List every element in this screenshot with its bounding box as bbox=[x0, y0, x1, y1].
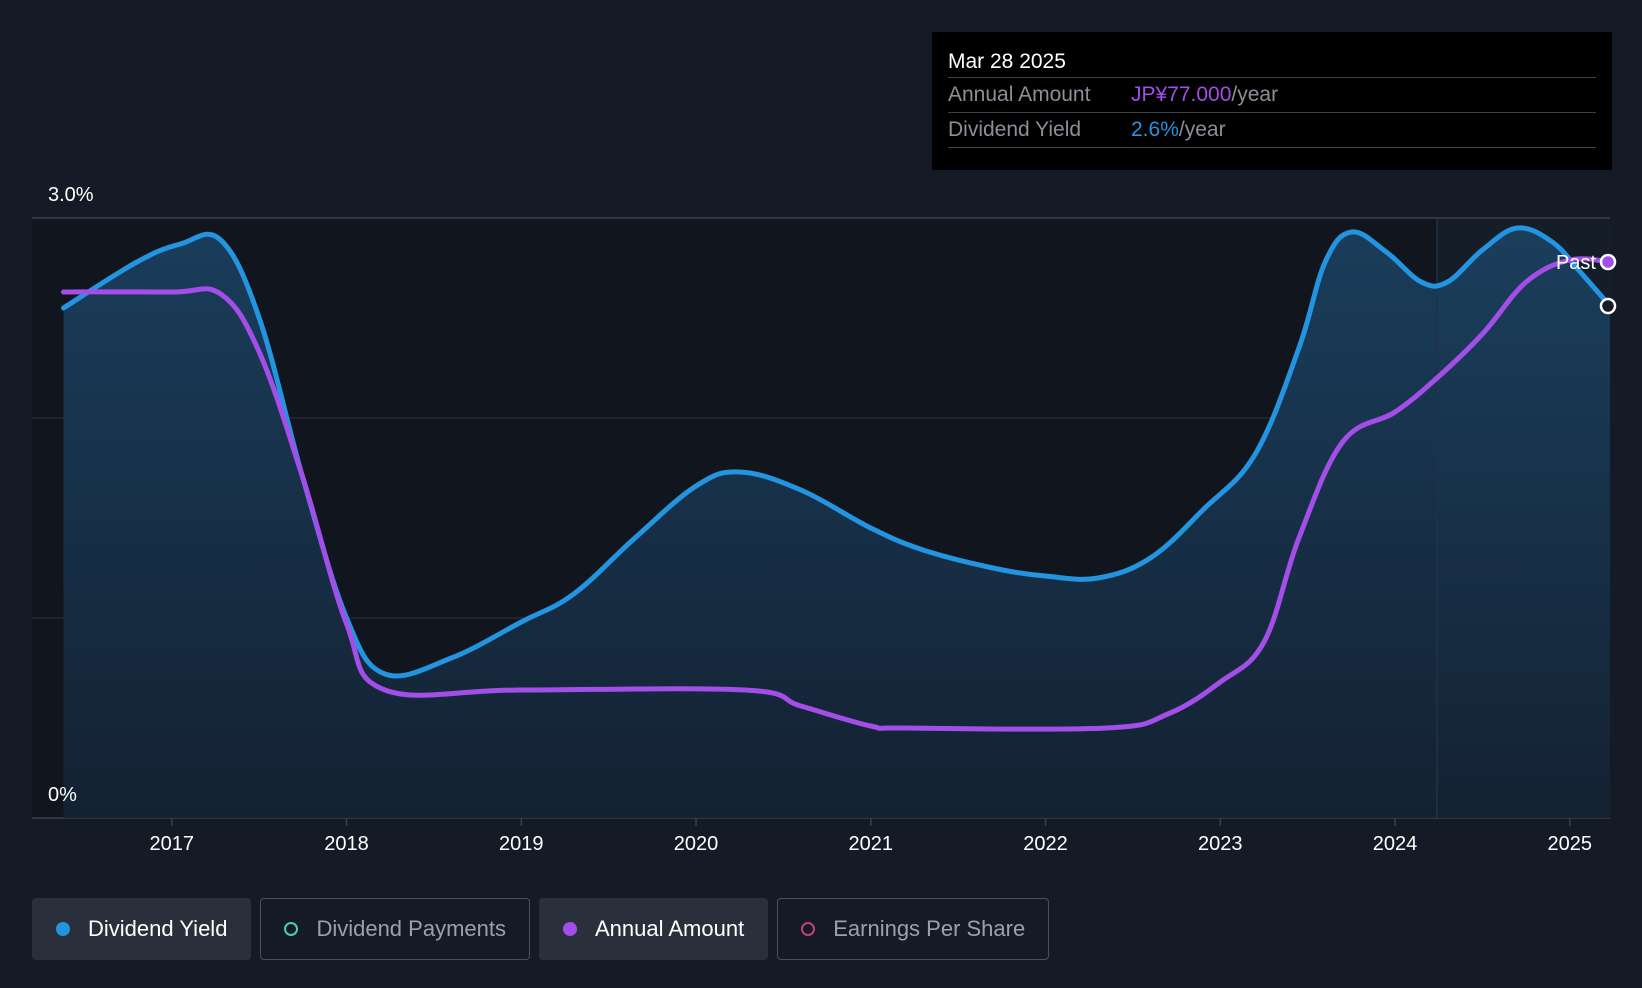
annual-amount-line bbox=[61, 256, 1613, 732]
x-tick-label: 2019 bbox=[499, 833, 544, 855]
annual-amount-dot-icon bbox=[562, 922, 577, 936]
legend-label: Dividend Yield bbox=[88, 916, 228, 941]
legend-label: Dividend Payments bbox=[316, 916, 506, 941]
past-label: Past bbox=[1556, 252, 1596, 274]
x-tick-label: 2017 bbox=[150, 833, 195, 855]
annual-amount-end-marker[interactable] bbox=[1599, 253, 1617, 271]
tooltip-annual-value: JP¥77.000 bbox=[1131, 83, 1232, 106]
y-tick-label-bottom: 0% bbox=[48, 784, 77, 806]
tooltip-annual-row: Annual Amount JP¥77.000 /year bbox=[948, 78, 1596, 113]
dividend-yield-end-marker[interactable] bbox=[1599, 297, 1617, 315]
y-tick-label-top: 3.0% bbox=[48, 184, 94, 206]
x-tick-label: 2024 bbox=[1373, 833, 1418, 855]
earnings-per-share-ring-icon bbox=[801, 922, 816, 936]
x-tick-label: 2023 bbox=[1198, 833, 1243, 855]
tooltip-yield-label: Dividend Yield bbox=[948, 118, 1082, 141]
tooltip-yield-value: 2.6% bbox=[1131, 118, 1179, 141]
tooltip-annual-label: Annual Amount bbox=[948, 83, 1091, 106]
x-axis-ticks: 2017 2018 2019 2020 2021 2022 2023 2024 2025 bbox=[150, 818, 1593, 855]
legend: Dividend Yield Dividend Payments Annual … bbox=[32, 898, 1050, 960]
tooltip-date: Mar 28 2025 bbox=[948, 32, 1596, 78]
legend-dividend-yield[interactable]: Dividend Yield bbox=[32, 898, 252, 960]
tooltip: Mar 28 2025 Annual Amount JP¥77.000 /yea… bbox=[932, 32, 1612, 170]
x-tick-label: 2021 bbox=[849, 833, 894, 855]
tooltip-yield-unit: /year bbox=[1178, 118, 1226, 141]
dividend-payments-ring-icon bbox=[284, 922, 299, 936]
tooltip-yield-row: Dividend Yield 2.6% /year bbox=[948, 113, 1596, 148]
x-tick-label: 2025 bbox=[1548, 833, 1593, 855]
legend-dividend-payments[interactable]: Dividend Payments bbox=[260, 898, 530, 960]
legend-label: Earnings Per Share bbox=[833, 916, 1026, 941]
x-tick-label: 2022 bbox=[1023, 833, 1068, 855]
dividend-yield-area bbox=[63, 227, 1610, 818]
x-tick-label: 2020 bbox=[674, 833, 719, 855]
dividend-yield-dot-icon bbox=[56, 922, 70, 936]
legend-annual-amount[interactable]: Annual Amount bbox=[538, 898, 769, 960]
tooltip-annual-unit: /year bbox=[1231, 83, 1279, 106]
legend-label: Annual Amount bbox=[594, 916, 745, 941]
legend-earnings-per-share[interactable]: Earnings Per Share bbox=[777, 898, 1050, 960]
x-tick-label: 2018 bbox=[324, 833, 369, 855]
